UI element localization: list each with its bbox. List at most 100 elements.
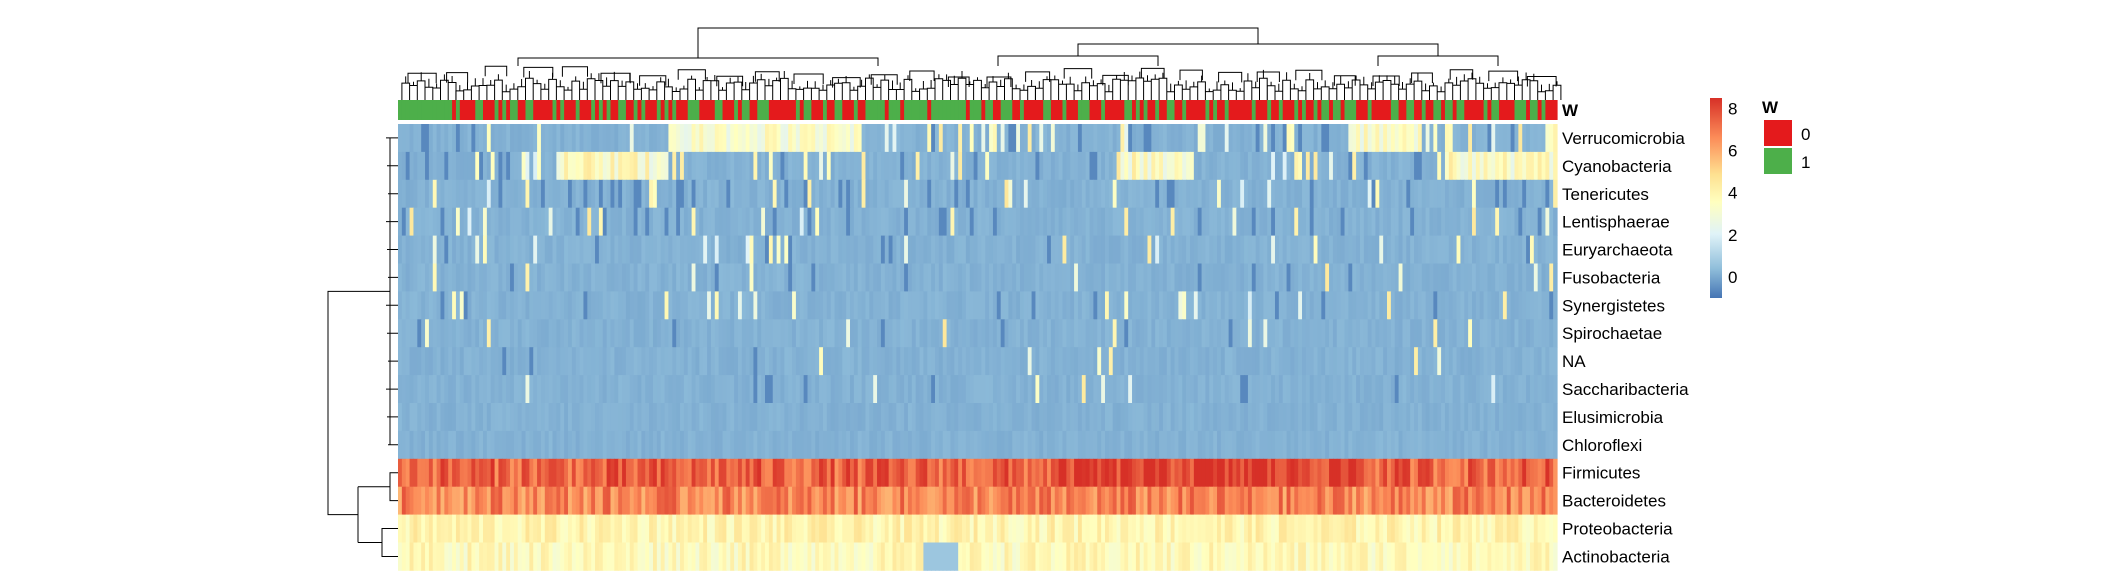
heatmap-cell <box>575 458 581 488</box>
annotation-cell <box>548 100 554 120</box>
heatmap-cell <box>1290 319 1295 348</box>
heatmap-cell <box>471 403 476 432</box>
heatmap-cell <box>753 207 758 236</box>
heatmap-cell <box>1081 375 1087 404</box>
heatmap-cell <box>857 319 863 348</box>
heatmap-cell <box>1529 430 1535 460</box>
heatmap-cell <box>1352 514 1357 543</box>
heatmap-cell <box>1433 263 1438 292</box>
heatmap-cell <box>753 319 758 348</box>
heatmap-cell <box>819 542 824 571</box>
heatmap-cell <box>1553 514 1558 543</box>
heatmap-cell <box>664 486 670 515</box>
heatmap-cell <box>1425 124 1431 153</box>
heatmap-cell <box>556 430 561 460</box>
heatmap-cell <box>768 291 774 320</box>
annotation-cell <box>795 100 801 120</box>
heatmap-cell <box>1074 263 1079 292</box>
annotation-cell <box>950 100 955 120</box>
heatmap-cell <box>1379 403 1384 432</box>
heatmap-cell <box>486 319 492 348</box>
heatmap-cell <box>1302 347 1307 376</box>
heatmap-cell <box>1441 347 1446 376</box>
heatmap-cell <box>1128 403 1133 432</box>
heatmap-cell <box>1031 263 1037 292</box>
heatmap-cell <box>931 151 936 181</box>
heatmap-cell <box>989 514 994 543</box>
heatmap-cell <box>529 347 534 376</box>
heatmap-cell <box>401 347 407 376</box>
heatmap-cell <box>1159 319 1164 348</box>
heatmap-cell <box>591 179 596 209</box>
heatmap-cell <box>521 235 527 264</box>
heatmap-cell <box>749 263 755 292</box>
heatmap-cell <box>1147 430 1152 460</box>
heatmap-cell <box>1147 291 1152 320</box>
heatmap-cell <box>846 207 851 236</box>
heatmap-cell <box>1081 347 1087 376</box>
heatmap-cell <box>1124 179 1129 209</box>
heatmap-cell <box>722 151 727 181</box>
heatmap-cell <box>529 486 534 515</box>
heatmap-cell <box>598 542 604 571</box>
heatmap-cell <box>1433 319 1438 348</box>
heatmap-cell <box>1379 430 1384 460</box>
heatmap-cell <box>1332 291 1338 320</box>
heatmap-cell <box>954 291 959 320</box>
heatmap-cell <box>1537 347 1543 376</box>
heatmap-cell <box>398 235 403 264</box>
heatmap-cell <box>1278 458 1284 488</box>
heatmap-cell <box>842 151 847 181</box>
heatmap-cell <box>1514 514 1519 543</box>
heatmap-cell <box>896 263 901 292</box>
heatmap-cell <box>730 124 735 153</box>
heatmap-cell <box>757 291 762 320</box>
heatmap-cell <box>989 319 994 348</box>
annotation-cell <box>606 100 612 120</box>
heatmap-cell <box>1077 542 1083 571</box>
annotation-cell <box>1359 100 1365 120</box>
heatmap-cell <box>641 458 646 488</box>
heatmap-cell <box>567 375 573 404</box>
heatmap-cell <box>668 486 673 515</box>
annotation-cell <box>768 100 774 120</box>
heatmap-cell <box>1437 179 1442 209</box>
heatmap-cell <box>1460 458 1465 488</box>
heatmap-cell <box>1263 263 1268 292</box>
heatmap-cell <box>1240 403 1245 432</box>
annotation-cell <box>714 100 720 120</box>
heatmap-cell <box>768 235 774 264</box>
heatmap-cell <box>699 486 704 515</box>
heatmap-cell <box>1151 291 1156 320</box>
heatmap-cell <box>1085 235 1091 264</box>
heatmap-cell <box>981 263 986 292</box>
heatmap-cell <box>757 486 762 515</box>
heatmap-cell <box>467 235 472 264</box>
heatmap-cell <box>1410 347 1415 376</box>
heatmap-cell <box>788 458 793 488</box>
heatmap-cell <box>958 486 963 515</box>
heatmap-cell <box>718 179 724 209</box>
heatmap-cell <box>1549 179 1554 209</box>
annotation-cell <box>822 100 828 120</box>
heatmap-cell <box>1128 486 1133 515</box>
heatmap-cell <box>1356 403 1361 432</box>
heatmap-cell <box>730 235 735 264</box>
heatmap-cell <box>842 486 847 515</box>
heatmap-cell <box>448 458 453 488</box>
heatmap-cell <box>1336 263 1342 292</box>
heatmap-cell <box>544 430 550 460</box>
annotation-cell <box>1143 100 1149 120</box>
heatmap-cell <box>703 179 708 209</box>
heatmap-cell <box>1267 235 1272 264</box>
heatmap-cell <box>1522 430 1527 460</box>
heatmap-cell <box>969 458 975 488</box>
heatmap-cell <box>479 235 484 264</box>
heatmap-cell <box>1394 207 1400 236</box>
heatmap-cell <box>459 263 465 292</box>
heatmap-cell <box>448 151 453 181</box>
heatmap-cell <box>1340 403 1346 432</box>
heatmap-cell <box>660 291 666 320</box>
heatmap-cell <box>529 430 534 460</box>
heatmap-cell <box>985 514 990 543</box>
